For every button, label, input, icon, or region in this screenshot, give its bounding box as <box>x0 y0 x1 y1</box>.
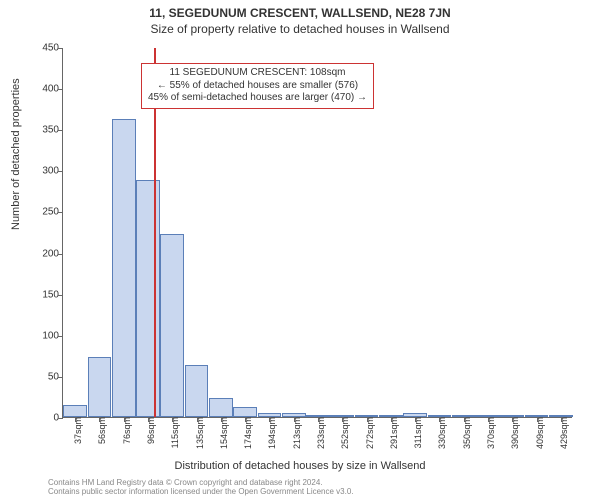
y-tick-label: 150 <box>19 289 63 300</box>
y-tick-label: 250 <box>19 207 63 218</box>
x-tick-label: 115sqm <box>164 417 180 448</box>
histogram-bar <box>63 405 87 417</box>
annotation-line: 11 SEGEDUNUM CRESCENT: 108sqm <box>148 67 367 80</box>
y-tick-label: 350 <box>19 125 63 136</box>
histogram-bar <box>88 357 112 417</box>
histogram-bar <box>185 365 209 417</box>
footer-line2: Contains public sector information licen… <box>48 487 354 496</box>
histogram-bar <box>112 119 136 417</box>
x-tick-label: 429sqm <box>553 417 569 449</box>
x-tick-label: 213sqm <box>286 417 302 449</box>
x-axis-label: Distribution of detached houses by size … <box>0 460 600 472</box>
x-tick-label: 252sqm <box>334 417 350 449</box>
x-tick-label: 233sqm <box>310 417 326 449</box>
x-tick-label: 291sqm <box>383 417 399 449</box>
x-tick-label: 96sqm <box>140 417 156 444</box>
y-tick-label: 100 <box>19 330 63 341</box>
x-tick-label: 135sqm <box>189 417 205 449</box>
annotation-line: 45% of semi-detached houses are larger (… <box>148 92 367 105</box>
x-tick-label: 272sqm <box>359 417 375 449</box>
x-tick-label: 330sqm <box>431 417 447 449</box>
chart-area: 050100150200250300350400450 11 SEGEDUNUM… <box>62 48 572 418</box>
title-subtitle: Size of property relative to detached ho… <box>0 22 600 36</box>
x-tick-label: 154sqm <box>213 417 229 449</box>
histogram-bar <box>136 180 160 417</box>
x-tick-label: 370sqm <box>480 417 496 449</box>
x-tick-label: 174sqm <box>237 417 253 449</box>
x-tick-label: 311sqm <box>407 417 423 448</box>
x-tick-label: 390sqm <box>504 417 520 449</box>
title-address: 11, SEGEDUNUM CRESCENT, WALLSEND, NE28 7… <box>0 6 600 20</box>
annotation-box: 11 SEGEDUNUM CRESCENT: 108sqm← 55% of de… <box>141 63 374 109</box>
x-tick-label: 76sqm <box>116 417 132 444</box>
footer-line1: Contains HM Land Registry data © Crown c… <box>48 478 354 487</box>
histogram-bar <box>233 407 257 417</box>
histogram-bar <box>160 234 184 417</box>
x-tick-label: 56sqm <box>91 417 107 444</box>
plot-region: 050100150200250300350400450 11 SEGEDUNUM… <box>62 48 572 418</box>
y-tick-label: 450 <box>19 43 63 54</box>
chart-titles: 11, SEGEDUNUM CRESCENT, WALLSEND, NE28 7… <box>0 0 600 36</box>
y-tick-label: 50 <box>19 371 63 382</box>
y-tick-label: 0 <box>19 413 63 424</box>
y-tick-label: 400 <box>19 84 63 95</box>
y-tick-label: 300 <box>19 166 63 177</box>
y-tick-label: 200 <box>19 248 63 259</box>
x-tick-label: 194sqm <box>261 417 277 449</box>
footer-attribution: Contains HM Land Registry data © Crown c… <box>48 478 354 496</box>
y-tick-mark <box>58 418 63 419</box>
x-tick-label: 350sqm <box>456 417 472 449</box>
x-tick-label: 37sqm <box>67 417 83 444</box>
histogram-bar <box>209 398 233 417</box>
x-tick-label: 409sqm <box>529 417 545 449</box>
annotation-line: ← 55% of detached houses are smaller (57… <box>148 80 367 93</box>
